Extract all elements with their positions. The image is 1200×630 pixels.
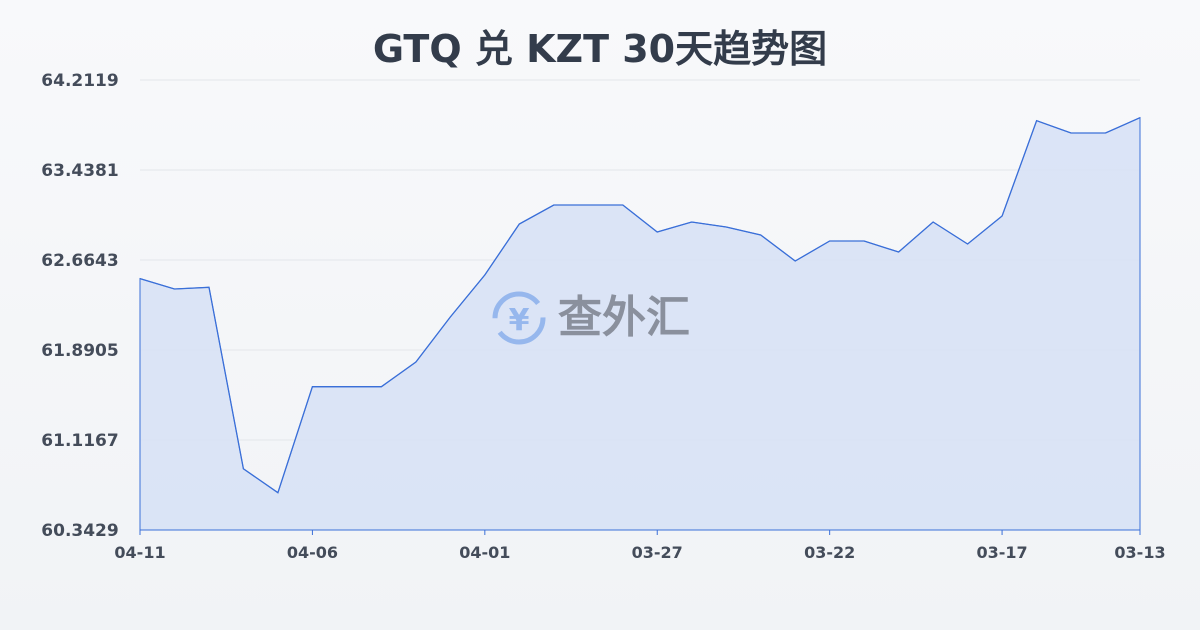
- y-tick-label: 61.8905: [41, 341, 118, 361]
- x-tick-label: 04-06: [287, 543, 338, 562]
- x-tick-label: 03-22: [804, 543, 855, 562]
- x-tick-label: 03-13: [1114, 543, 1165, 562]
- x-tick-label: 04-01: [459, 543, 510, 562]
- y-tick-label: 60.3429: [41, 521, 118, 541]
- x-tick-label: 03-27: [632, 543, 683, 562]
- x-tick-labels: 04-11 04-06 04-01 03-27 03-22 03-17 03-13: [114, 530, 1166, 562]
- x-tick-label: 04-11: [114, 543, 165, 562]
- series-line: [139, 117, 1141, 494]
- y-tick-labels: 64.2119 63.4381 62.6643 61.8905 61.1167 60.34…: [41, 71, 118, 541]
- y-tick-label: 63.4381: [41, 161, 118, 181]
- watermark: ¥ 查外汇: [492, 291, 690, 345]
- watermark-text: 查外汇: [558, 292, 690, 343]
- y-tick-label: 62.6643: [41, 251, 118, 271]
- currency-exchange-icon: [492, 291, 546, 345]
- chart-title: GTQ 兑 KZT 30天趋势图: [372, 27, 828, 71]
- data-points: [139, 117, 1141, 493]
- y-tick-label: 64.2119: [41, 71, 118, 91]
- y-tick-label: 61.1167: [41, 431, 118, 451]
- svg-text:¥: ¥: [509, 303, 530, 338]
- x-tick-label: 03-17: [976, 543, 1027, 562]
